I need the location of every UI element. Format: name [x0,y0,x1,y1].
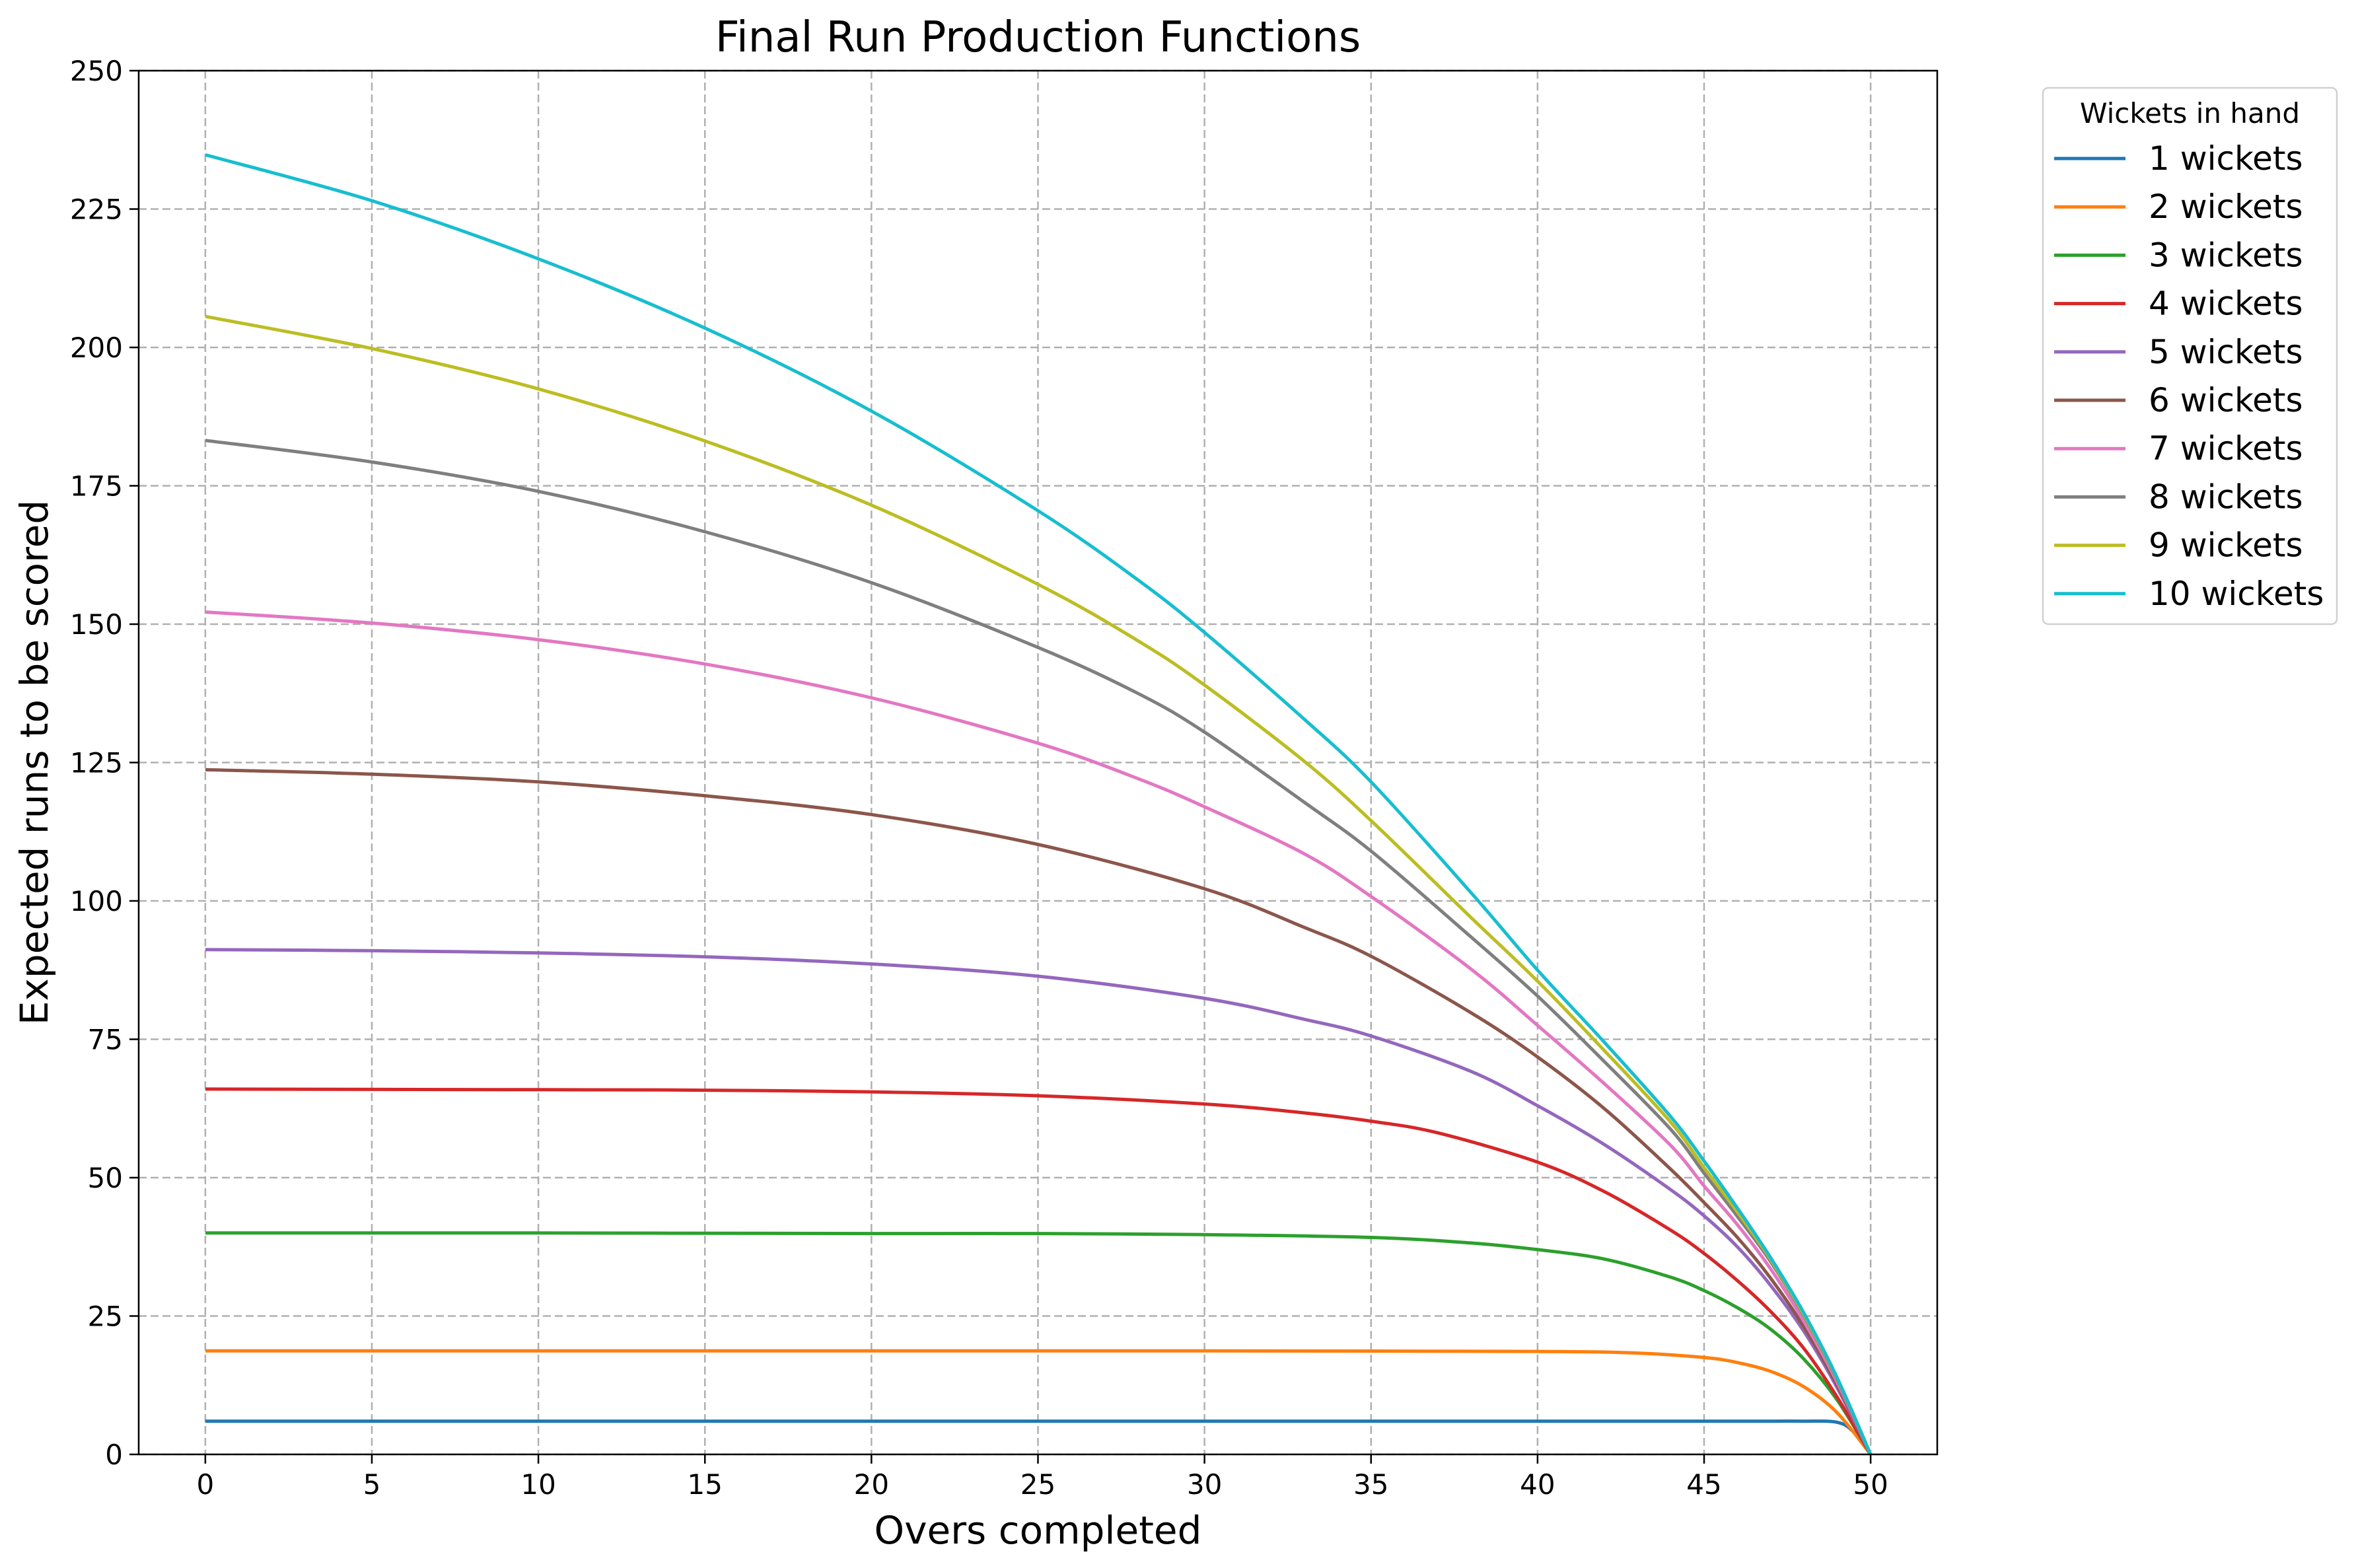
series-line-9-wickets [205,314,1873,1456]
legend-label: 5 wickets [2149,333,2303,371]
x-tick-label: 10 [520,1468,555,1501]
series-line-2-wickets [205,1349,1873,1456]
x-axis-label: Overs completed [875,1508,1202,1553]
y-tick-label: 100 [70,885,123,917]
y-tick-label: 150 [70,608,123,641]
x-tick-label: 35 [1353,1468,1388,1501]
y-tick-label: 225 [70,194,123,226]
y-tick-label: 175 [70,470,123,503]
x-tick-label: 20 [854,1468,889,1501]
series-line-4-wickets [205,1087,1873,1456]
series-line-7-wickets [205,610,1873,1456]
x-tick-label: 25 [1020,1468,1055,1501]
legend-label: 6 wickets [2149,381,2303,419]
legend-label: 3 wickets [2149,236,2303,274]
y-tick-label: 125 [70,747,123,779]
legend: Wickets in hand 1 wickets 2 wickets 3 wick… [2042,87,2338,625]
series-lines [205,153,1873,1456]
y-tick-label: 50 [88,1162,123,1194]
legend-label: 9 wickets [2149,526,2303,565]
y-tick-label: 75 [88,1024,123,1056]
x-tick-label: 15 [688,1468,723,1501]
legend-entries: 1 wickets 2 wickets 3 wickets 4 wickets 5 wi… [2054,139,2324,613]
x-tick-label: 45 [1686,1468,1721,1501]
series-line-1-wickets [205,1419,1873,1456]
series-line-3-wickets [205,1231,1873,1456]
y-axis-ticks: 0 25 50 75 100 125 150 175 200 225 250 [70,55,139,1471]
legend-label: 7 wickets [2149,429,2303,468]
legend-label: 1 wickets [2149,139,2303,178]
y-tick-label: 250 [70,55,123,87]
x-axis-ticks: 0 5 10 15 20 25 30 35 40 45 50 [196,1454,1888,1501]
x-tick-label: 0 [196,1468,214,1501]
chart-title: Final Run Production Functions [715,13,1361,62]
legend-label: 8 wickets [2149,478,2303,516]
x-tick-label: 50 [1853,1468,1888,1501]
x-tick-label: 40 [1520,1468,1555,1501]
x-tick-label: 30 [1187,1468,1222,1501]
series-line-10-wickets [205,153,1873,1455]
legend-label: 2 wickets [2149,188,2303,226]
legend-label: 4 wickets [2149,285,2303,323]
y-tick-label: 200 [70,332,123,364]
x-tick-label: 5 [363,1468,381,1501]
y-tick-label: 0 [105,1439,123,1471]
series-line-5-wickets [205,948,1873,1456]
y-tick-label: 25 [88,1301,123,1333]
legend-label: 10 wickets [2149,575,2324,613]
series-line-8-wickets [205,439,1873,1456]
series-line-6-wickets [205,767,1873,1456]
y-axis-label: Expected runs to be scored [12,500,57,1025]
legend-box [2042,87,2338,625]
legend-title: Wickets in hand [2080,97,2300,129]
